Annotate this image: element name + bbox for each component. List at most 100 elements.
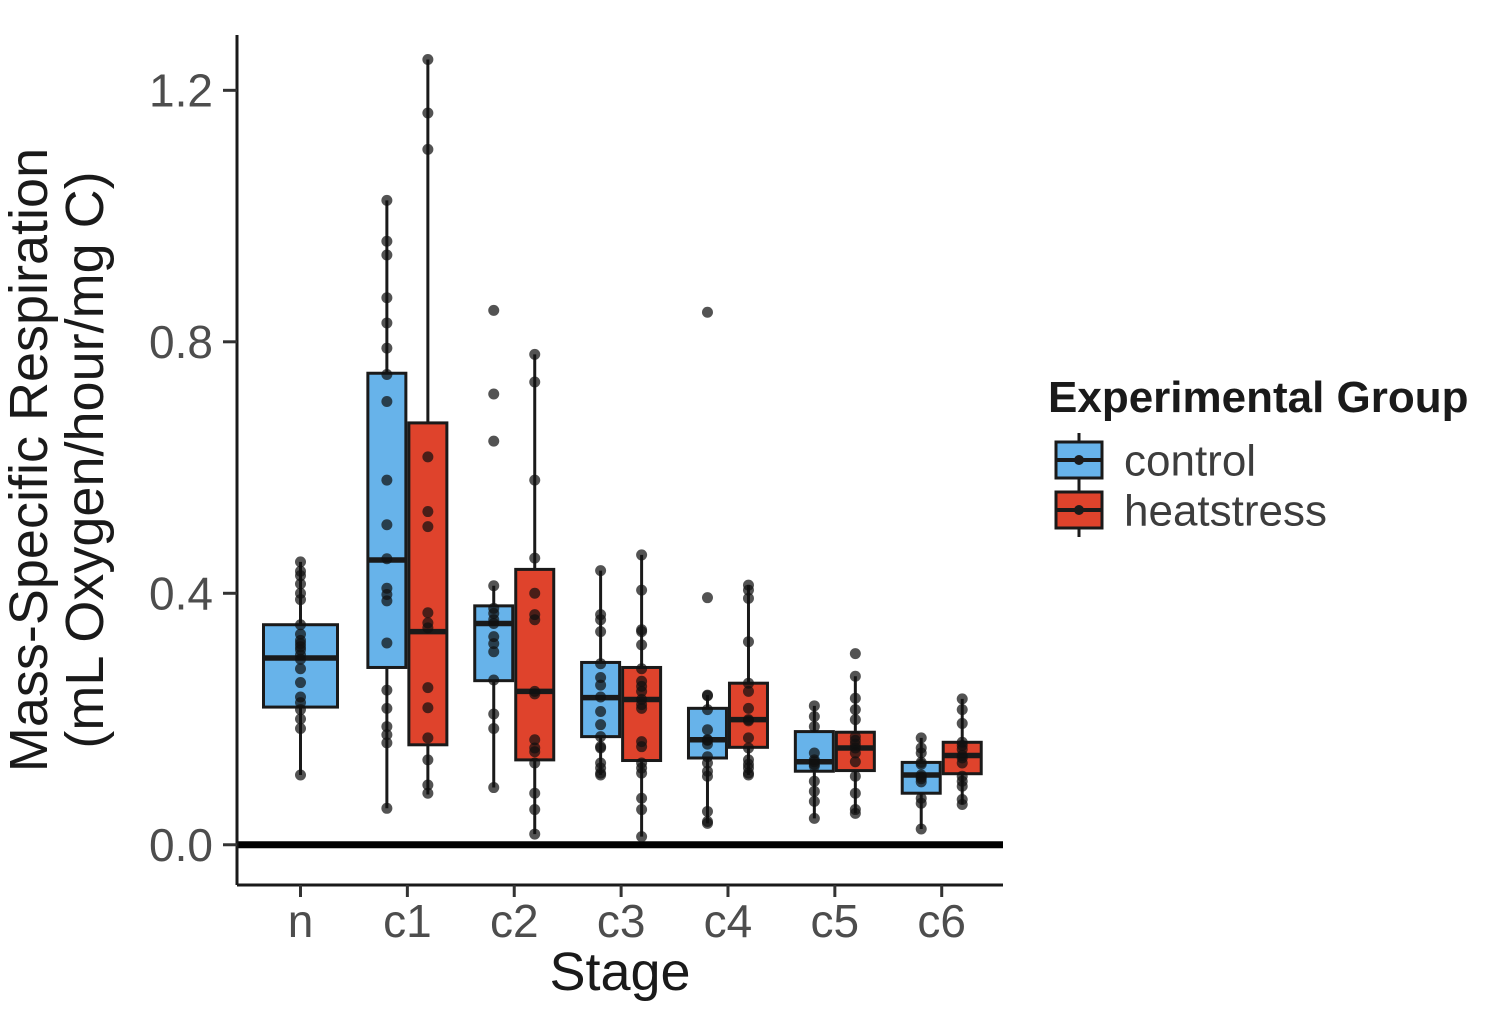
data-point	[381, 368, 393, 380]
points-control-c1	[381, 194, 393, 814]
legend-key-point	[1074, 505, 1084, 515]
data-point	[915, 747, 927, 759]
data-point	[956, 780, 968, 792]
data-point	[529, 474, 541, 486]
data-point	[742, 732, 754, 744]
box-control-c4	[686, 695, 728, 824]
data-point	[701, 770, 713, 782]
y-tick-label: 1.2	[149, 64, 213, 116]
data-point	[295, 713, 306, 725]
data-point	[636, 831, 648, 843]
x-tick-label: c5	[811, 895, 860, 947]
data-point	[956, 693, 968, 705]
data-point	[595, 614, 607, 626]
y-axis-title-line1: Mass-Specific Respiration	[0, 148, 59, 772]
data-point	[636, 767, 648, 779]
data-point	[849, 787, 861, 799]
data-point	[422, 54, 434, 66]
data-point	[595, 705, 607, 717]
data-point	[381, 249, 393, 261]
x-tick-label: c1	[383, 895, 432, 947]
legend-label-control: control	[1124, 436, 1256, 485]
data-point	[488, 782, 500, 794]
points-heatstress-c6	[956, 693, 968, 811]
data-point	[488, 674, 500, 686]
data-point	[488, 708, 500, 720]
data-point	[808, 760, 820, 772]
points-control-c4	[701, 306, 713, 829]
data-point	[808, 795, 820, 807]
data-point	[422, 787, 434, 799]
data-point	[529, 734, 541, 746]
data-point	[742, 742, 754, 754]
data-point	[295, 663, 306, 675]
x-tick-label: c3	[597, 895, 646, 947]
data-point	[849, 714, 861, 726]
data-point	[915, 797, 927, 809]
data-point	[529, 614, 541, 626]
data-point	[636, 804, 648, 816]
data-point	[422, 702, 434, 714]
data-point	[488, 638, 500, 650]
data-point	[381, 595, 393, 607]
data-point	[488, 388, 500, 400]
data-point	[956, 799, 968, 811]
data-point	[295, 653, 306, 665]
data-point	[701, 738, 713, 750]
data-point	[595, 769, 607, 781]
data-point	[488, 617, 500, 629]
data-point	[295, 619, 306, 631]
data-point	[381, 396, 393, 408]
data-point	[381, 292, 393, 304]
points-control-n	[295, 556, 306, 781]
x-axis-title: Stage	[549, 942, 690, 1002]
y-tick-label: 0.8	[149, 316, 213, 368]
data-point	[849, 756, 861, 768]
data-point	[422, 143, 434, 155]
data-point	[595, 658, 607, 670]
data-point	[295, 769, 306, 781]
points-control-c2	[488, 304, 500, 794]
legend-key-control	[1054, 433, 1104, 487]
data-point	[529, 828, 541, 840]
data-point	[808, 711, 820, 723]
data-point	[915, 732, 927, 744]
data-point	[742, 715, 754, 727]
points-heatstress-c4	[742, 579, 754, 781]
data-point	[488, 646, 500, 658]
data-point	[529, 688, 541, 700]
data-point	[381, 342, 393, 354]
data-point	[381, 553, 393, 565]
data-point	[488, 435, 500, 447]
data-point	[915, 776, 927, 788]
data-point	[381, 737, 393, 749]
data-point	[529, 787, 541, 799]
data-point	[808, 700, 820, 712]
points-control-c5	[808, 700, 820, 824]
data-point	[529, 376, 541, 388]
data-point	[636, 685, 648, 697]
legend-label-heatstress: heatstress	[1124, 486, 1327, 535]
data-point	[595, 742, 607, 754]
data-point	[295, 570, 306, 582]
data-point	[529, 587, 541, 599]
data-point	[381, 519, 393, 531]
legend-key-point	[1074, 455, 1084, 465]
data-point	[701, 757, 713, 769]
data-point	[381, 684, 393, 696]
data-point	[381, 235, 393, 247]
data-point	[701, 704, 713, 716]
data-point	[595, 731, 607, 743]
data-point	[488, 304, 500, 316]
data-point	[808, 721, 820, 733]
data-point	[422, 754, 434, 766]
data-point	[742, 636, 754, 648]
y-axis-title-line2: (mL Oxygen/hour/mg C)	[55, 171, 115, 748]
points-control-c6	[915, 732, 927, 835]
data-point	[295, 722, 306, 734]
iqr-box	[686, 706, 728, 760]
data-point	[381, 721, 393, 733]
